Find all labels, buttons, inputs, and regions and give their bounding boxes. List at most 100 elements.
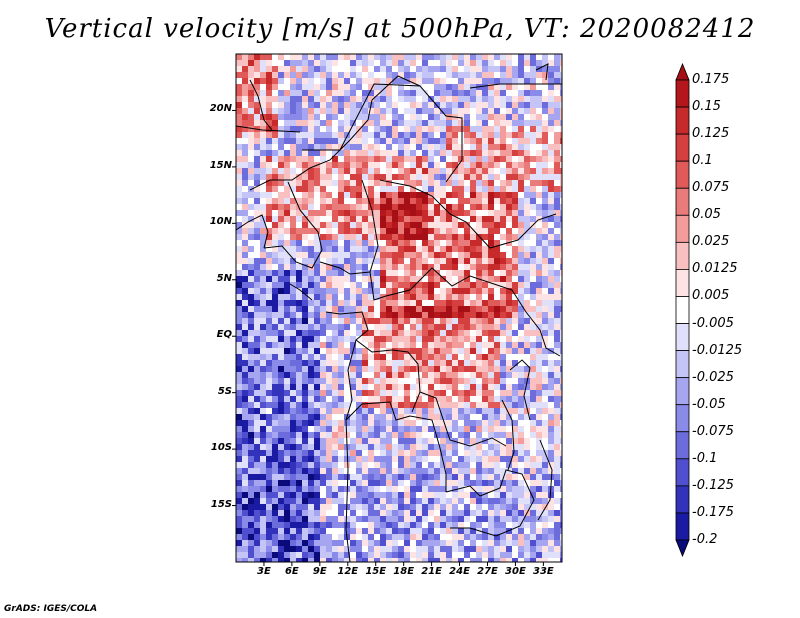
field-cell — [416, 348, 422, 354]
field-cell — [326, 504, 332, 510]
field-cell — [482, 312, 488, 318]
field-cell — [320, 324, 326, 330]
field-cell — [470, 216, 476, 222]
field-cell — [368, 210, 374, 216]
field-cell — [368, 156, 374, 162]
field-cell — [392, 258, 398, 264]
field-cell — [248, 240, 254, 246]
field-cell — [428, 294, 434, 300]
field-cell — [302, 60, 308, 66]
field-cell — [356, 324, 362, 330]
field-cell — [476, 168, 482, 174]
field-cell — [314, 108, 320, 114]
field-cell — [266, 198, 272, 204]
field-cell — [260, 84, 266, 90]
field-cell — [512, 192, 518, 198]
field-cell — [332, 60, 338, 66]
field-cell — [236, 372, 242, 378]
field-cell — [500, 360, 506, 366]
field-cell — [248, 138, 254, 144]
field-cell — [440, 486, 446, 492]
field-cell — [344, 168, 350, 174]
field-cell — [326, 348, 332, 354]
field-cell — [314, 510, 320, 516]
field-cell — [314, 168, 320, 174]
field-cell — [266, 486, 272, 492]
field-cell — [338, 66, 344, 72]
field-cell — [488, 102, 494, 108]
field-cell — [392, 126, 398, 132]
field-cell — [458, 234, 464, 240]
field-cell — [482, 252, 488, 258]
field-cell — [320, 192, 326, 198]
field-cell — [542, 78, 548, 84]
field-cell — [500, 294, 506, 300]
field-cell — [452, 234, 458, 240]
field-cell — [398, 456, 404, 462]
field-cell — [464, 96, 470, 102]
field-cell — [266, 78, 272, 84]
field-cell — [386, 480, 392, 486]
field-cell — [362, 312, 368, 318]
field-cell — [470, 408, 476, 414]
field-cell — [386, 150, 392, 156]
field-cell — [530, 342, 536, 348]
field-cell — [308, 192, 314, 198]
field-cell — [284, 474, 290, 480]
field-cell — [452, 486, 458, 492]
field-cell — [500, 264, 506, 270]
field-cell — [428, 264, 434, 270]
field-cell — [386, 522, 392, 528]
field-cell — [344, 282, 350, 288]
field-cell — [278, 90, 284, 96]
field-cell — [440, 420, 446, 426]
field-cell — [518, 300, 524, 306]
field-cell — [428, 78, 434, 84]
field-cell — [428, 330, 434, 336]
field-cell — [278, 546, 284, 552]
field-cell — [428, 300, 434, 306]
field-cell — [380, 354, 386, 360]
field-cell — [308, 492, 314, 498]
field-cell — [308, 480, 314, 486]
field-cell — [434, 402, 440, 408]
field-cell — [470, 552, 476, 558]
field-cell — [374, 84, 380, 90]
field-cell — [326, 222, 332, 228]
field-cell — [248, 462, 254, 468]
field-cell — [404, 156, 410, 162]
field-cell — [362, 384, 368, 390]
field-cell — [332, 216, 338, 222]
field-cell — [242, 138, 248, 144]
field-cell — [392, 120, 398, 126]
field-cell — [428, 456, 434, 462]
field-cell — [470, 366, 476, 372]
field-cell — [488, 558, 494, 562]
field-cell — [536, 84, 542, 90]
field-cell — [410, 174, 416, 180]
field-cell — [374, 210, 380, 216]
field-cell — [386, 186, 392, 192]
field-cell — [254, 216, 260, 222]
field-cell — [386, 240, 392, 246]
field-cell — [524, 540, 530, 546]
field-cell — [506, 318, 512, 324]
field-cell — [374, 180, 380, 186]
field-cell — [452, 414, 458, 420]
field-cell — [482, 336, 488, 342]
field-cell — [410, 378, 416, 384]
field-cell — [518, 72, 524, 78]
field-cell — [494, 450, 500, 456]
field-cell — [554, 420, 560, 426]
field-cell — [272, 180, 278, 186]
field-cell — [524, 300, 530, 306]
field-cell — [536, 510, 542, 516]
field-cell — [314, 204, 320, 210]
field-cell — [416, 132, 422, 138]
field-cell — [260, 222, 266, 228]
field-cell — [284, 348, 290, 354]
field-cell — [488, 228, 494, 234]
field-cell — [446, 246, 452, 252]
field-cell — [548, 264, 554, 270]
field-cell — [254, 114, 260, 120]
